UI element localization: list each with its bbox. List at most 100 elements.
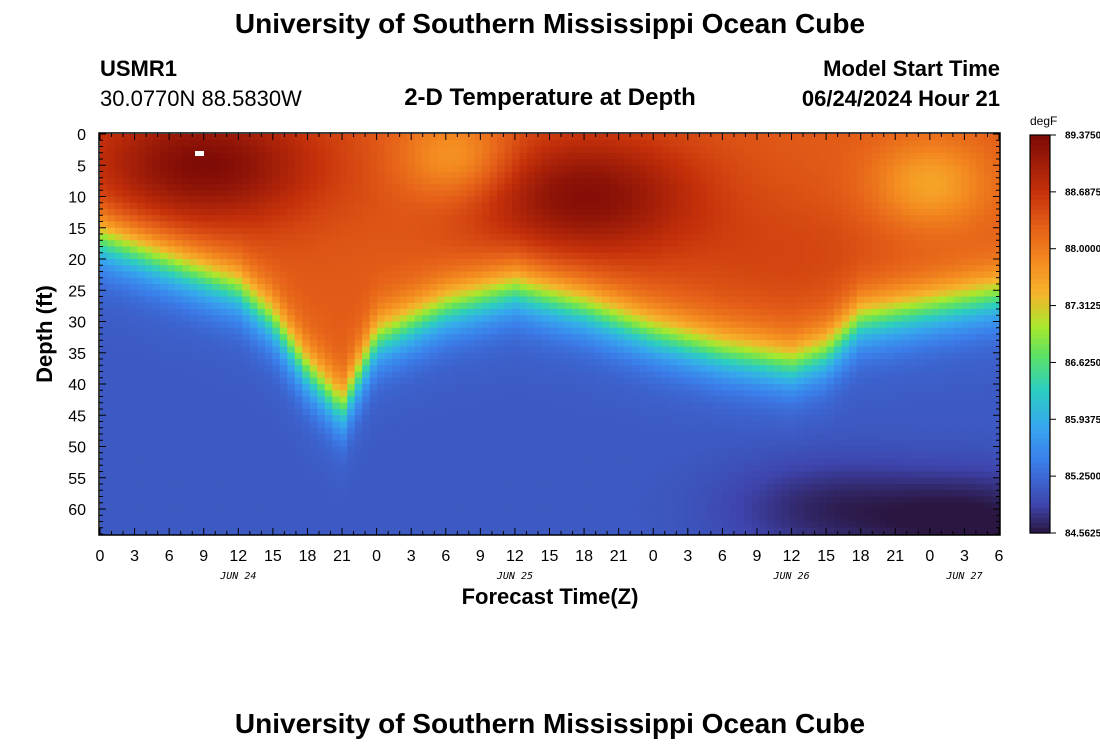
heatmap-cell <box>332 315 341 323</box>
heatmap-cell <box>422 271 431 279</box>
heatmap-cell <box>204 165 213 173</box>
heatmap-cell <box>189 321 198 329</box>
heatmap-cell <box>834 165 843 173</box>
heatmap-cell <box>249 371 258 379</box>
heatmap-cell <box>459 384 468 391</box>
heatmap-cell <box>377 240 386 248</box>
heatmap-cell <box>736 246 745 254</box>
heatmap-cell <box>392 221 401 229</box>
heatmap-cell <box>144 190 154 198</box>
heatmap-cell <box>594 152 603 160</box>
heatmap-cell <box>616 302 626 310</box>
heatmap-cell <box>766 202 775 210</box>
heatmap-cell <box>601 290 611 298</box>
heatmap-cell <box>549 246 558 254</box>
heatmap-cell <box>616 390 626 398</box>
heatmap-cell <box>676 209 685 216</box>
heatmap-cell <box>924 171 933 179</box>
heatmap-cell <box>669 259 678 266</box>
heatmap-cell <box>849 327 858 335</box>
heatmap-cell <box>467 315 476 323</box>
heatmap-cell <box>467 246 476 254</box>
heatmap-cell <box>594 165 603 173</box>
heatmap-cell <box>729 152 738 160</box>
heatmap-cell <box>414 309 423 316</box>
heatmap-cell <box>586 346 596 354</box>
heatmap-cell <box>804 259 813 266</box>
heatmap-cell <box>467 327 476 335</box>
heatmap-cell <box>377 309 386 316</box>
heatmap-cell <box>841 221 850 229</box>
heatmap-cell <box>377 171 386 179</box>
heatmap-cell <box>916 284 925 291</box>
heatmap-cell <box>834 146 843 154</box>
heatmap-cell <box>107 140 116 148</box>
heatmap-cell <box>571 190 581 198</box>
heatmap-cell <box>482 240 491 248</box>
heatmap-cell <box>467 259 476 266</box>
heatmap-cell <box>189 290 198 298</box>
heatmap-cell <box>527 196 536 204</box>
heatmap-cell <box>781 359 790 366</box>
heatmap-cell <box>204 146 213 154</box>
heatmap-cell <box>122 246 131 254</box>
heatmap-cell <box>257 196 266 204</box>
heatmap-cell <box>601 184 611 191</box>
heatmap-cell <box>549 277 558 285</box>
heatmap-cell <box>272 296 281 304</box>
heatmap-cell <box>317 315 326 323</box>
heatmap-cell <box>354 390 363 398</box>
heatmap-cell <box>272 202 281 210</box>
heatmap-cell <box>811 365 820 373</box>
heatmap-cell <box>991 302 1000 310</box>
heatmap-cell <box>159 246 169 254</box>
heatmap-cell <box>377 365 386 373</box>
heatmap-cell <box>189 390 198 398</box>
heatmap-cell <box>504 302 513 310</box>
heatmap-cell <box>347 315 356 323</box>
heatmap-cell <box>137 202 146 210</box>
heatmap-cell <box>152 252 161 260</box>
heatmap-cell <box>504 321 513 329</box>
heatmap-cell <box>362 290 371 298</box>
heatmap-cell <box>234 246 243 254</box>
heatmap-cell <box>512 152 521 160</box>
heatmap-cell <box>931 146 940 154</box>
heatmap-cell <box>512 371 521 379</box>
heatmap-cell <box>152 234 161 241</box>
heatmap-cell <box>954 277 963 285</box>
heatmap-cell <box>834 190 843 198</box>
heatmap-cell <box>137 390 146 398</box>
heatmap-cell <box>332 309 341 316</box>
heatmap-cell <box>954 327 963 335</box>
heatmap-cell <box>916 309 925 316</box>
heatmap-cell <box>759 284 768 291</box>
heatmap-cell <box>699 309 708 316</box>
heatmap-cell <box>489 177 498 185</box>
heatmap-cell <box>871 384 880 391</box>
heatmap-cell <box>931 277 940 285</box>
heatmap-cell <box>122 159 131 166</box>
heatmap-cell <box>834 340 843 348</box>
heatmap-cell <box>751 277 760 285</box>
heatmap-cell <box>437 321 446 329</box>
heatmap-cell <box>257 365 266 373</box>
heatmap-cell <box>324 259 333 266</box>
heatmap-cell <box>556 227 566 235</box>
heatmap-cell <box>152 284 161 291</box>
heatmap-cell <box>549 240 558 248</box>
heatmap-cell <box>414 352 423 360</box>
heatmap-cell <box>871 252 880 260</box>
heatmap-cell <box>639 134 648 141</box>
heatmap-cell <box>601 352 611 360</box>
heatmap-cell <box>811 277 820 285</box>
heatmap-cell <box>152 346 161 354</box>
heatmap-cell <box>384 265 393 273</box>
heatmap-cell <box>549 315 558 323</box>
heatmap-cell <box>324 227 333 235</box>
heatmap-cell <box>137 234 146 241</box>
heatmap-cell <box>219 365 228 373</box>
heatmap-cell <box>324 346 333 354</box>
heatmap-cell <box>114 171 124 179</box>
heatmap-cell <box>939 284 948 291</box>
